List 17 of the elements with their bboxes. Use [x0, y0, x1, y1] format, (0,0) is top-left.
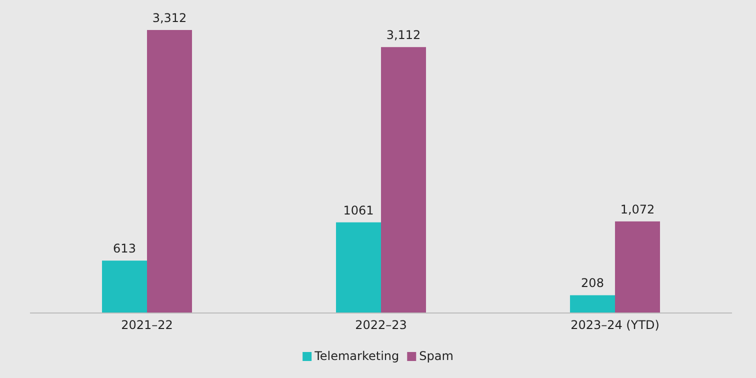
x-tick-label: 2022–23	[355, 318, 407, 332]
data-label: 3,112	[386, 28, 421, 42]
bar	[147, 30, 192, 313]
data-label: 613	[113, 242, 136, 256]
bar	[615, 221, 660, 313]
bar	[102, 260, 147, 313]
legend-label: Spam	[419, 349, 454, 363]
bar	[570, 295, 615, 313]
x-tick-label: 2021–22	[121, 318, 173, 332]
legend-label: Telemarketing	[314, 349, 400, 363]
bar	[381, 47, 426, 313]
data-label: 208	[581, 276, 604, 290]
x-tick-label: 2023–24 (YTD)	[570, 318, 660, 332]
data-label: 1061	[343, 203, 374, 218]
bar	[336, 222, 381, 313]
data-label: 1,072	[620, 202, 655, 216]
data-label: 3,312	[152, 11, 187, 25]
